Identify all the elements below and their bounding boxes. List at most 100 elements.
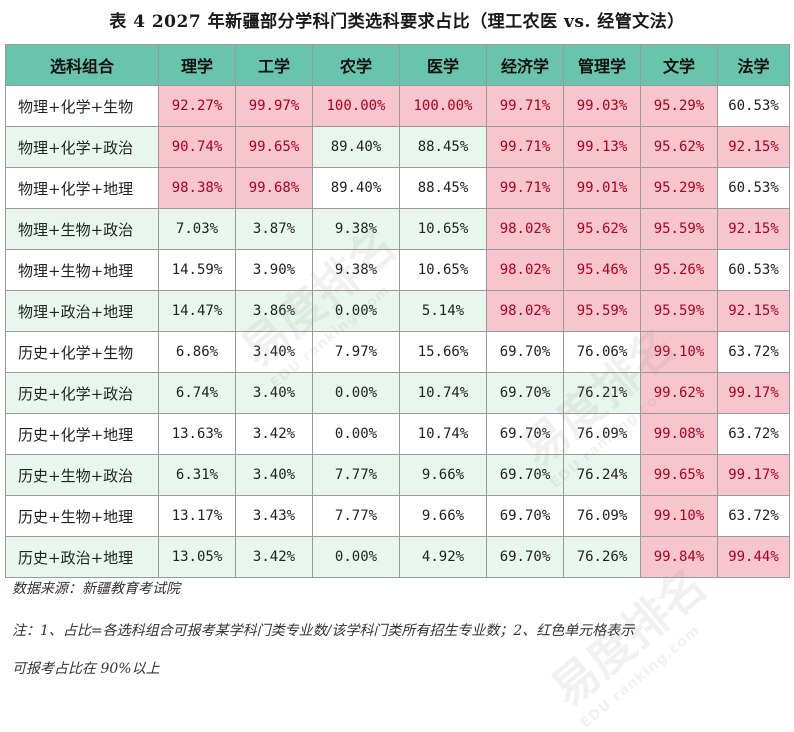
- percent-cell: 100.00%: [399, 85, 487, 127]
- percent-cell: 7.77%: [312, 495, 400, 537]
- percent-cell: 6.86%: [158, 331, 236, 373]
- percent-cell: 10.65%: [399, 208, 487, 250]
- table-row: 历史+化学+地理 13.63% 3.42% 0.00% 10.74% 69.70% 76.0…: [5, 413, 790, 455]
- percent-cell: 92.27%: [158, 85, 236, 127]
- percent-cell: 60.53%: [717, 85, 790, 127]
- percent-cell: 99.01%: [563, 167, 641, 209]
- percent-cell: 99.71%: [486, 167, 564, 209]
- percent-cell: 63.72%: [717, 413, 790, 455]
- percent-cell: 9.38%: [312, 208, 400, 250]
- subject-requirement-table: 选科组合 理学 工学 农学 医学 经济学 管理学 文学 法学 物理+化学+生物 92.27% 99.…: [5, 44, 790, 578]
- table-row: 历史+生物+政治 6.31% 3.40% 7.77% 9.66% 69.70% 76.24%…: [5, 454, 790, 496]
- percent-cell: 0.00%: [312, 290, 400, 332]
- percent-cell: 95.26%: [640, 249, 718, 291]
- percent-cell: 88.45%: [399, 167, 487, 209]
- percent-cell: 99.44%: [717, 536, 790, 578]
- percent-cell: 3.90%: [235, 249, 313, 291]
- percent-cell: 13.17%: [158, 495, 236, 537]
- percent-cell: 99.03%: [563, 85, 641, 127]
- table-row: 历史+化学+生物 6.86% 3.40% 7.97% 15.66% 69.70% 76.06…: [5, 331, 790, 373]
- percent-cell: 69.70%: [486, 413, 564, 455]
- percent-cell: 92.15%: [717, 290, 790, 332]
- percent-cell: 98.02%: [486, 208, 564, 250]
- table-row: 物理+化学+生物 92.27% 99.97% 100.00% 100.00% 99.71%…: [5, 85, 790, 127]
- header-combo: 选科组合: [5, 44, 159, 86]
- percent-cell: 7.97%: [312, 331, 400, 373]
- percent-cell: 95.29%: [640, 85, 718, 127]
- percent-cell: 99.84%: [640, 536, 718, 578]
- percent-cell: 76.24%: [563, 454, 641, 496]
- combo-cell: 历史+化学+生物: [5, 331, 159, 373]
- percent-cell: 15.66%: [399, 331, 487, 373]
- percent-cell: 7.03%: [158, 208, 236, 250]
- percent-cell: 99.62%: [640, 372, 718, 414]
- percent-cell: 76.26%: [563, 536, 641, 578]
- percent-cell: 92.15%: [717, 208, 790, 250]
- percent-cell: 95.59%: [640, 208, 718, 250]
- table-row: 物理+化学+地理 98.38% 99.68% 89.40% 88.45% 99.71% 99…: [5, 167, 790, 209]
- combo-cell: 历史+化学+地理: [5, 413, 159, 455]
- table-title: 表 4 2027 年新疆部分学科门类选科要求占比（理工农医 vs. 经管文法）: [109, 12, 685, 32]
- percent-cell: 99.71%: [486, 126, 564, 168]
- percent-cell: 76.09%: [563, 495, 641, 537]
- percent-cell: 99.71%: [486, 85, 564, 127]
- table-row: 物理+生物+地理 14.59% 3.90% 9.38% 10.65% 98.02% 95.4…: [5, 249, 790, 291]
- percent-cell: 92.15%: [717, 126, 790, 168]
- percent-cell: 9.66%: [399, 495, 487, 537]
- percent-cell: 3.40%: [235, 372, 313, 414]
- percent-cell: 95.62%: [563, 208, 641, 250]
- percent-cell: 99.65%: [640, 454, 718, 496]
- percent-cell: 63.72%: [717, 495, 790, 537]
- percent-cell: 99.10%: [640, 495, 718, 537]
- header-discipline: 文学: [640, 44, 718, 86]
- percent-cell: 99.97%: [235, 85, 313, 127]
- percent-cell: 13.63%: [158, 413, 236, 455]
- note-line-2: 可报考占比在 90%以上: [12, 661, 160, 677]
- percent-cell: 60.53%: [717, 249, 790, 291]
- percent-cell: 0.00%: [312, 413, 400, 455]
- percent-cell: 99.68%: [235, 167, 313, 209]
- percent-cell: 95.59%: [563, 290, 641, 332]
- combo-cell: 历史+生物+地理: [5, 495, 159, 537]
- percent-cell: 63.72%: [717, 331, 790, 373]
- percent-cell: 3.40%: [235, 331, 313, 373]
- percent-cell: 88.45%: [399, 126, 487, 168]
- percent-cell: 0.00%: [312, 536, 400, 578]
- header-discipline: 农学: [312, 44, 400, 86]
- percent-cell: 90.74%: [158, 126, 236, 168]
- percent-cell: 98.38%: [158, 167, 236, 209]
- percent-cell: 99.17%: [717, 372, 790, 414]
- percent-cell: 89.40%: [312, 126, 400, 168]
- percent-cell: 9.38%: [312, 249, 400, 291]
- percent-cell: 60.53%: [717, 167, 790, 209]
- percent-cell: 69.70%: [486, 536, 564, 578]
- percent-cell: 69.70%: [486, 495, 564, 537]
- percent-cell: 10.74%: [399, 413, 487, 455]
- percent-cell: 99.08%: [640, 413, 718, 455]
- percent-cell: 99.13%: [563, 126, 641, 168]
- percent-cell: 95.62%: [640, 126, 718, 168]
- combo-cell: 物理+化学+地理: [5, 167, 159, 209]
- percent-cell: 69.70%: [486, 372, 564, 414]
- table-row: 物理+生物+政治 7.03% 3.87% 9.38% 10.65% 98.02% 95.62…: [5, 208, 790, 250]
- percent-cell: 69.70%: [486, 454, 564, 496]
- header-discipline: 管理学: [563, 44, 641, 86]
- combo-cell: 物理+政治+地理: [5, 290, 159, 332]
- combo-cell: 物理+化学+政治: [5, 126, 159, 168]
- percent-cell: 76.21%: [563, 372, 641, 414]
- table-row: 历史+化学+政治 6.74% 3.40% 0.00% 10.74% 69.70% 76.21…: [5, 372, 790, 414]
- table-row: 物理+化学+政治 90.74% 99.65% 89.40% 88.45% 99.71% 99…: [5, 126, 790, 168]
- percent-cell: 95.29%: [640, 167, 718, 209]
- header-discipline: 法学: [717, 44, 790, 86]
- percent-cell: 10.74%: [399, 372, 487, 414]
- table-row: 物理+政治+地理 14.47% 3.86% 0.00% 5.14% 98.02% 95.59…: [5, 290, 790, 332]
- percent-cell: 10.65%: [399, 249, 487, 291]
- percent-cell: 14.47%: [158, 290, 236, 332]
- percent-cell: 89.40%: [312, 167, 400, 209]
- percent-cell: 3.87%: [235, 208, 313, 250]
- percent-cell: 98.02%: [486, 249, 564, 291]
- header-discipline: 医学: [399, 44, 487, 86]
- percent-cell: 7.77%: [312, 454, 400, 496]
- percent-cell: 9.66%: [399, 454, 487, 496]
- data-source: 数据来源：新疆教育考试院: [12, 581, 180, 597]
